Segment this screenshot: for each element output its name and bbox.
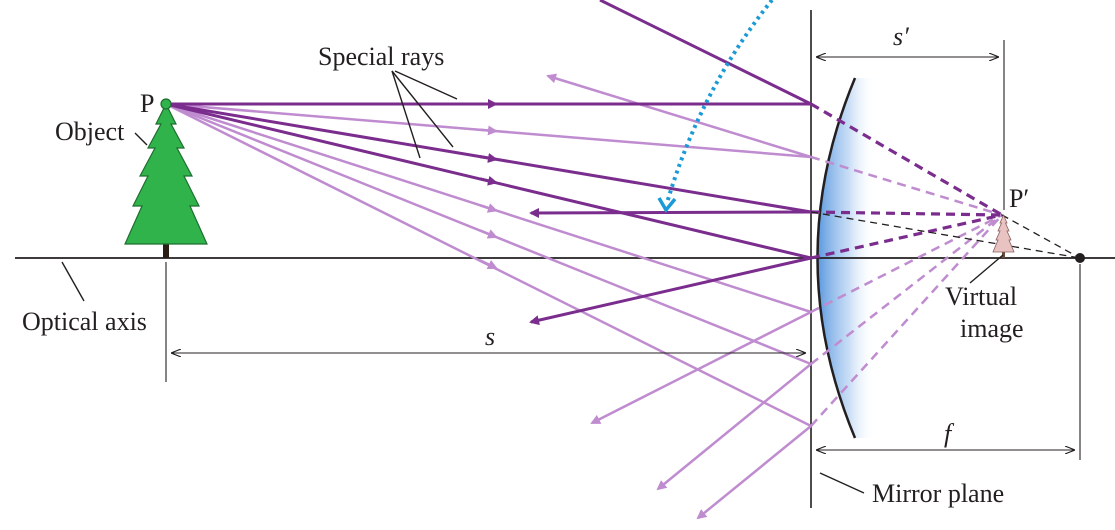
label-object: Object — [55, 117, 125, 146]
object-tree — [124, 102, 208, 258]
special-ray-arrows — [479, 99, 498, 186]
dimension-s — [165, 262, 805, 382]
label-image: image — [960, 314, 1024, 343]
callout-arrow — [665, 0, 774, 204]
label-point-p-prime: P′ — [1009, 184, 1029, 213]
light-rays-reflected — [546, 73, 812, 520]
label-special-rays: Special rays — [318, 42, 444, 71]
label-virtual: Virtual — [945, 282, 1017, 311]
object-point-p — [160, 98, 172, 110]
special-rays-reflected — [529, 0, 812, 326]
leader-lines — [61, 70, 1004, 494]
dimension-f — [817, 264, 1081, 460]
special-ray-extensions — [810, 102, 1003, 260]
light-ray-arrows — [479, 125, 498, 270]
label-s-prime: s′ — [893, 22, 909, 51]
dimension-s-prime — [817, 40, 1005, 210]
label-point-p: P — [140, 89, 154, 118]
label-s: s — [485, 322, 495, 351]
callout-arrow-head — [657, 197, 677, 214]
label-f: f — [944, 419, 955, 448]
focal-construction-lines — [810, 211, 1081, 259]
focal-point — [1075, 253, 1085, 263]
label-optical-axis: Optical axis — [22, 307, 147, 336]
label-mirror-plane: Mirror plane — [872, 479, 1004, 508]
virtual-image-tree — [992, 214, 1015, 258]
